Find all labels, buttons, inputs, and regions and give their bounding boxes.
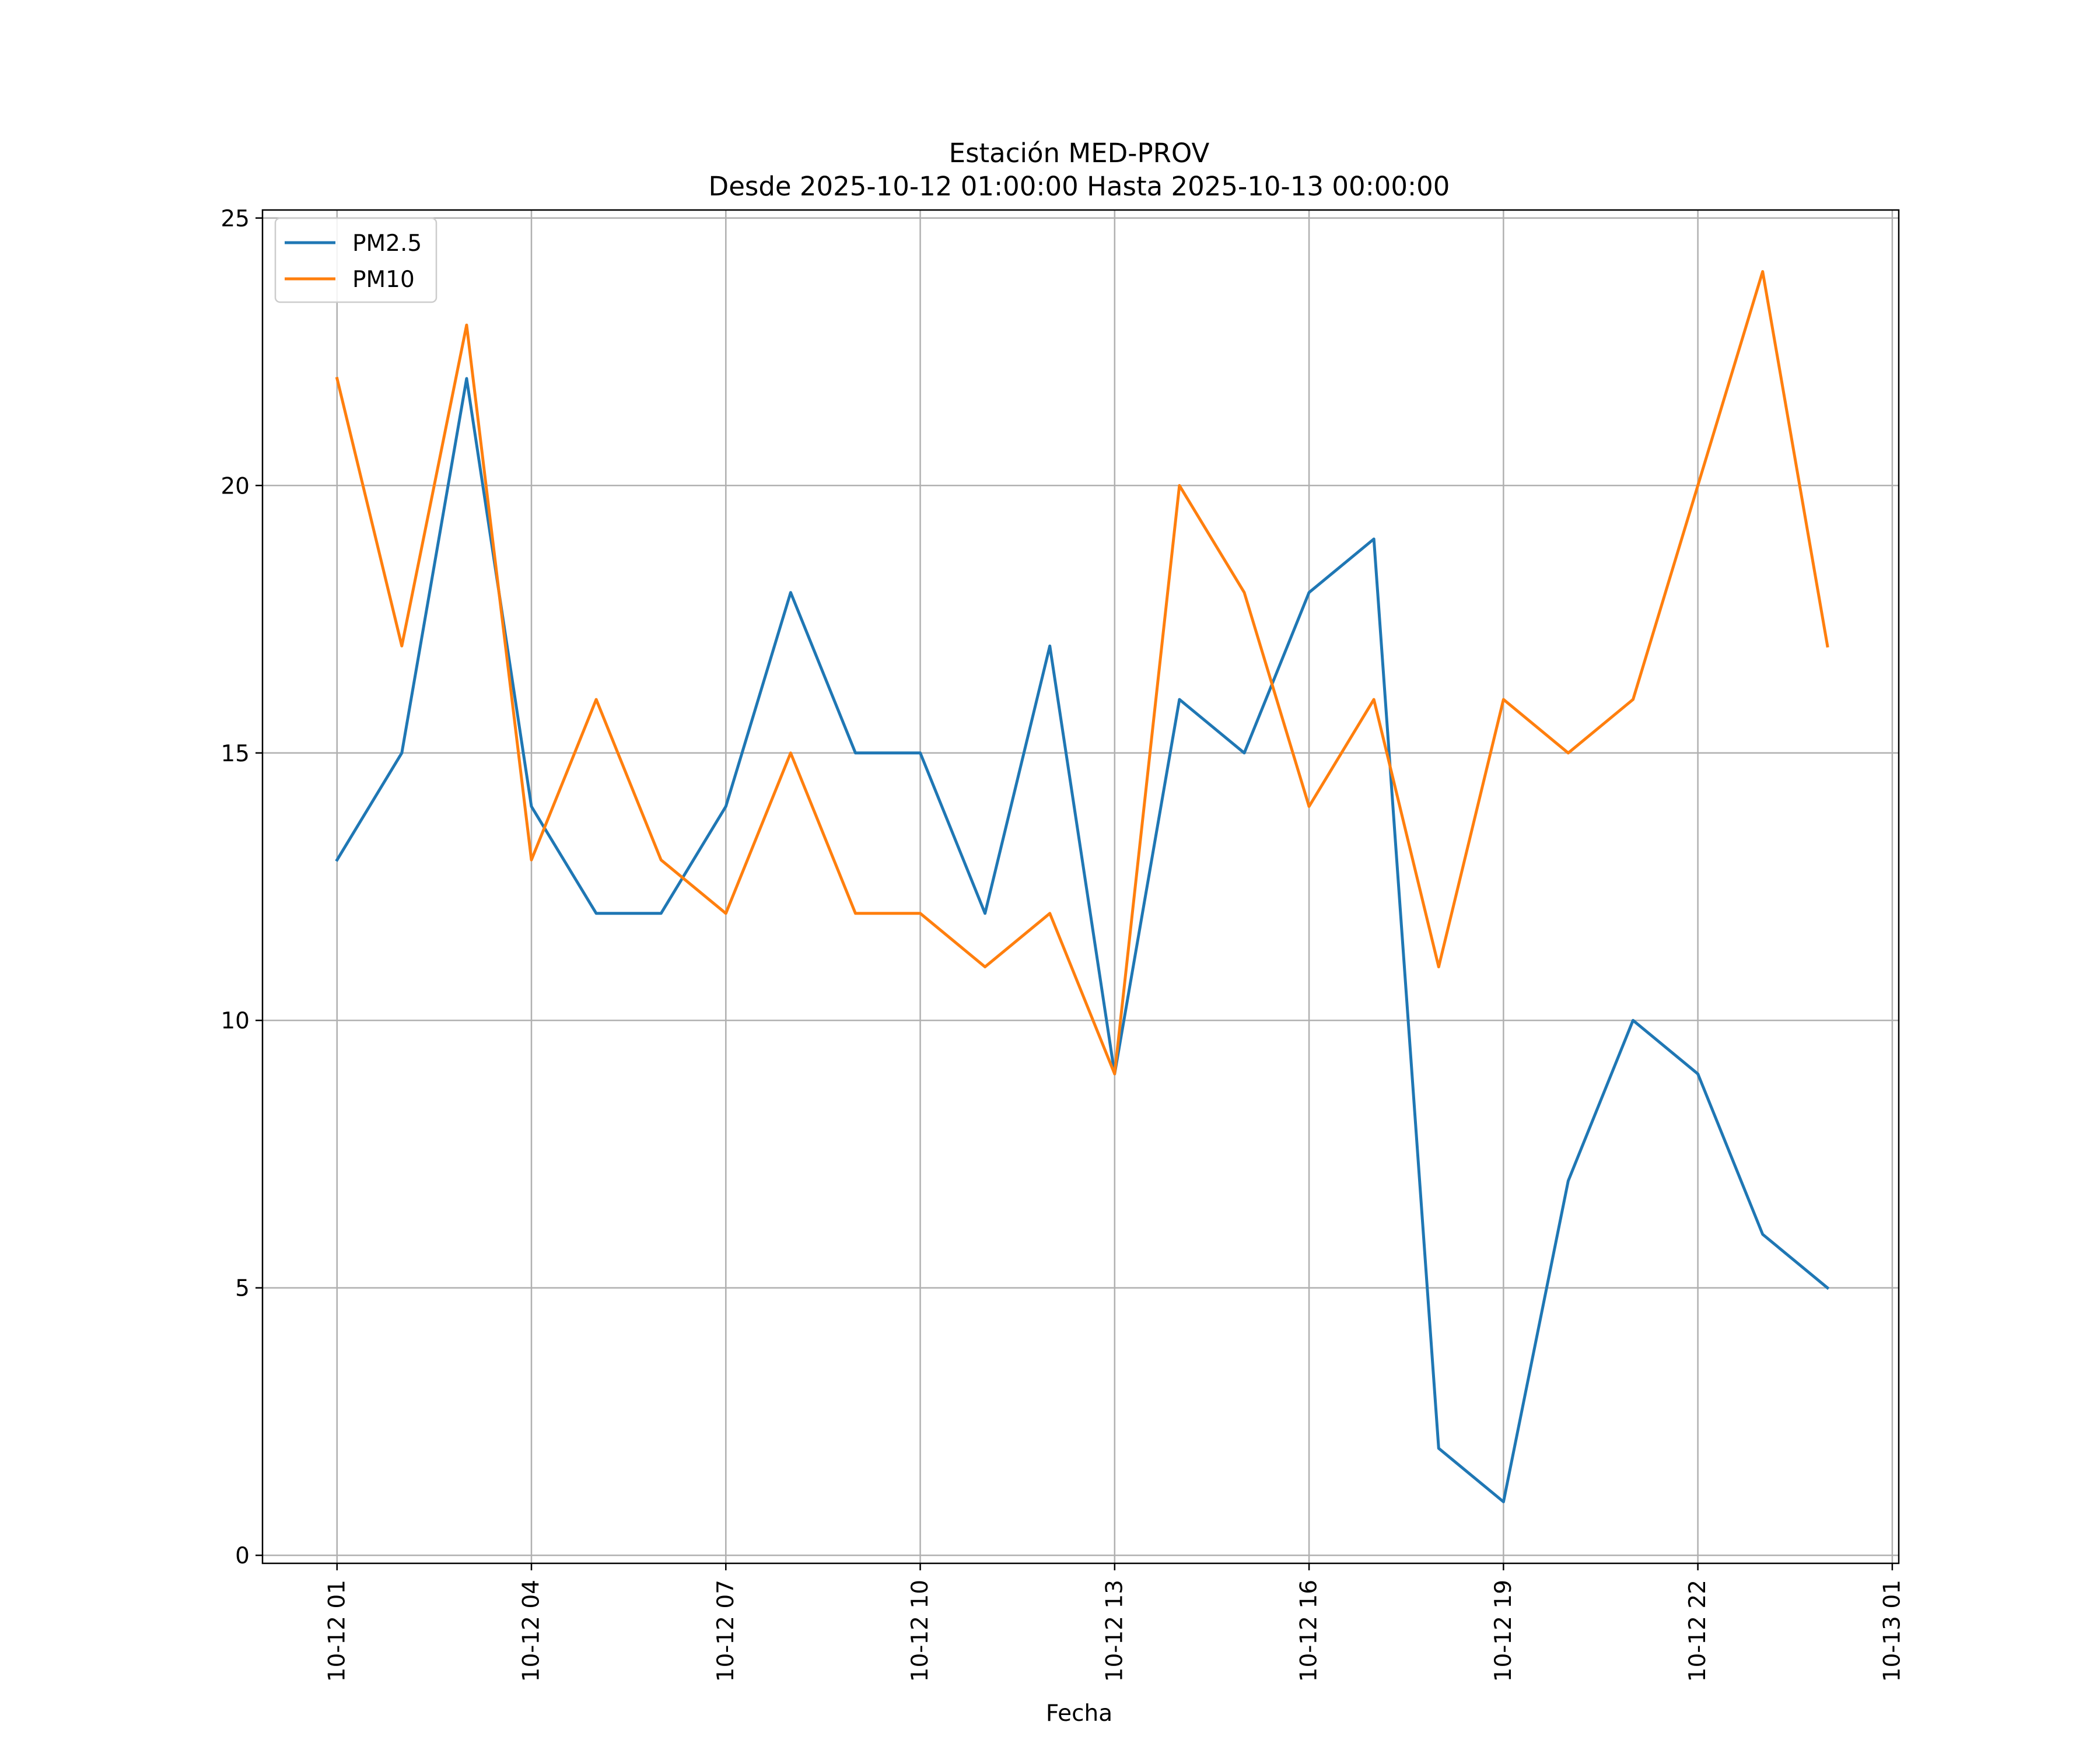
series-line-pm10 bbox=[335, 270, 1829, 1076]
x-tick-label: 10-12 16 bbox=[1296, 1580, 1322, 1682]
axes-frame bbox=[261, 209, 1900, 1564]
series-lines bbox=[335, 270, 1830, 1503]
y-tick-label: 15 bbox=[220, 741, 250, 767]
ticks: 10-12 01 10-12 04 10-12 07 10-12 10 10-12 13… bbox=[220, 206, 1905, 1682]
y-tick-label: 0 bbox=[235, 1543, 250, 1569]
x-tick-label: 10-13 01 bbox=[1879, 1580, 1905, 1682]
legend-box bbox=[274, 217, 438, 303]
chart-title: Estación MED-PROV bbox=[949, 138, 1210, 169]
legend-label-pm10: PM10 bbox=[352, 267, 415, 293]
legend-label-pm25: PM2.5 bbox=[352, 230, 422, 257]
legend: PM2.5 PM10 bbox=[274, 217, 438, 303]
y-tick-label: 5 bbox=[235, 1276, 250, 1302]
x-tick-label: 10-12 19 bbox=[1490, 1580, 1517, 1682]
series-line-pm25 bbox=[335, 377, 1830, 1503]
x-tick-label: 10-12 07 bbox=[713, 1580, 739, 1682]
x-tick-label: 10-12 01 bbox=[324, 1580, 350, 1682]
y-tick-label: 25 bbox=[220, 206, 250, 232]
x-axis-label: Fecha bbox=[1046, 1700, 1112, 1727]
x-tick-label: 10-12 10 bbox=[907, 1580, 933, 1682]
x-tick-label: 10-12 22 bbox=[1685, 1580, 1711, 1682]
x-tick-label: 10-12 04 bbox=[519, 1580, 545, 1682]
y-tick-label: 20 bbox=[220, 473, 250, 499]
grid bbox=[262, 210, 1899, 1563]
x-tick-label: 10-12 13 bbox=[1101, 1580, 1128, 1682]
y-tick-label: 10 bbox=[220, 1008, 250, 1034]
chart-subtitle: Desde 2025-10-12 01:00:00 Hasta 2025-10-… bbox=[709, 171, 1450, 202]
